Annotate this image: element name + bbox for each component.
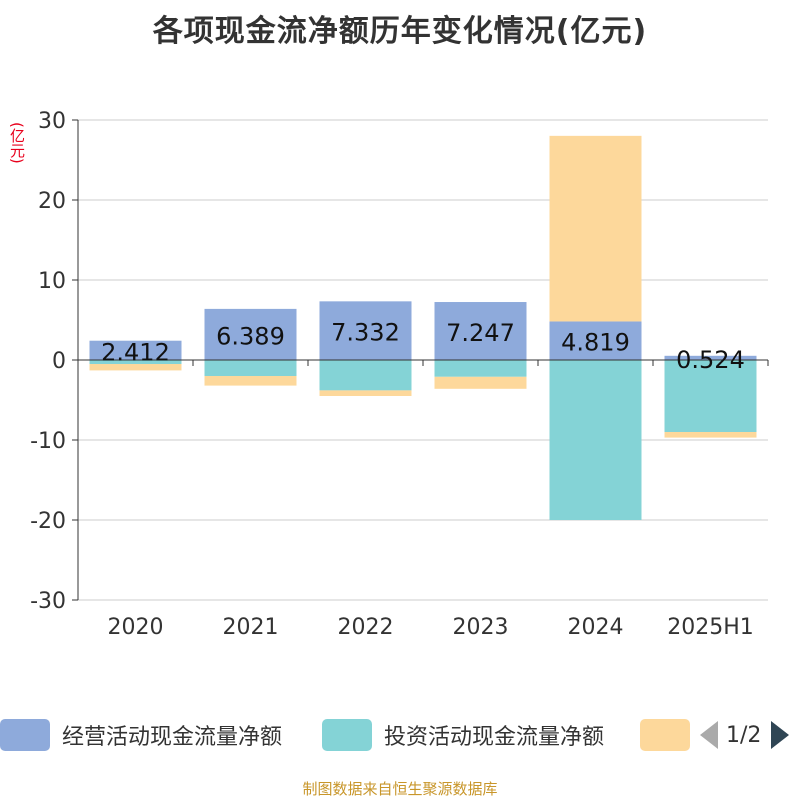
legend-label-operating: 经营活动现金流量净额	[62, 725, 283, 750]
y-tick-label: 20	[38, 189, 66, 214]
bar-third-series-2023	[434, 376, 527, 389]
bar-investing-2022	[319, 360, 412, 391]
x-category-label: 2020	[108, 615, 164, 640]
chart-plot-area: 30 20 10 0 -10 -20 -30 2020 2021 2022 2023 2024 2025…	[30, 109, 769, 640]
chart-title: 各项现金流净额历年变化情况(亿元)	[152, 14, 648, 49]
bar-operating-2025H1	[664, 355, 757, 360]
y-tick-label: 0	[52, 349, 66, 374]
x-category-label: 2023	[453, 615, 509, 640]
bar-third-series-2021	[204, 376, 297, 386]
bar-operating-2023	[434, 302, 527, 360]
data-label-operating: 7.332	[331, 319, 400, 347]
legend-prev-page-icon[interactable]	[700, 721, 718, 749]
bar-operating-2022	[319, 301, 412, 360]
data-label-operating: 6.389	[216, 322, 285, 350]
legend-swatch-third-series	[640, 719, 690, 751]
x-category-label: 2024	[568, 615, 624, 640]
legend-page-indicator: 1/2	[726, 722, 762, 748]
bar-third-series-2024	[549, 135, 642, 322]
legend-item-operating[interactable]: 经营活动现金流量净额	[0, 716, 282, 754]
x-category-label: 2025H1	[667, 615, 754, 640]
y-tick-label: -10	[30, 429, 66, 454]
bar-investing-2023	[434, 360, 527, 377]
data-label-operating: 7.247	[446, 319, 515, 347]
data-label-operating: 2.412	[101, 338, 170, 366]
x-category-label: 2021	[223, 615, 279, 640]
legend-label-investing: 投资活动现金流量净额	[384, 725, 605, 750]
y-tick-label: 10	[38, 269, 66, 294]
bar-investing-2021	[204, 360, 297, 376]
bar-investing-2025H1	[664, 360, 757, 432]
bar-third-series-2025H1	[664, 432, 757, 438]
data-label-operating: 0.524	[676, 346, 745, 374]
legend-swatch-investing	[322, 719, 372, 751]
legend-pager: 1/2	[700, 718, 790, 752]
data-source-note: 制图数据来自恒生聚源数据库	[302, 780, 498, 798]
bar-third-series-2020	[89, 364, 182, 371]
data-label-operating: 4.819	[561, 329, 630, 357]
y-tick-label: -20	[30, 509, 66, 534]
bar-operating-2020	[89, 340, 182, 360]
x-category-label: 2022	[338, 615, 394, 640]
bar-operating-2024	[549, 321, 642, 360]
bar-operating-2021	[204, 308, 297, 360]
bar-investing-2020	[89, 360, 182, 364]
legend-item-investing[interactable]: 投资活动现金流量净额	[322, 716, 604, 754]
bar-investing-2024	[549, 360, 642, 520]
legend-swatch-operating	[0, 719, 50, 751]
y-tick-label: 30	[38, 109, 66, 134]
y-axis-unit-label: (亿元)	[8, 122, 26, 164]
bar-third-series-2022	[319, 390, 412, 396]
legend-next-page-icon[interactable]	[771, 721, 790, 749]
chart-legend: 经营活动现金流量净额 投资活动现金流量净额	[0, 716, 800, 756]
y-tick-label: -30	[30, 589, 66, 614]
legend-item-third-series[interactable]	[640, 716, 702, 754]
